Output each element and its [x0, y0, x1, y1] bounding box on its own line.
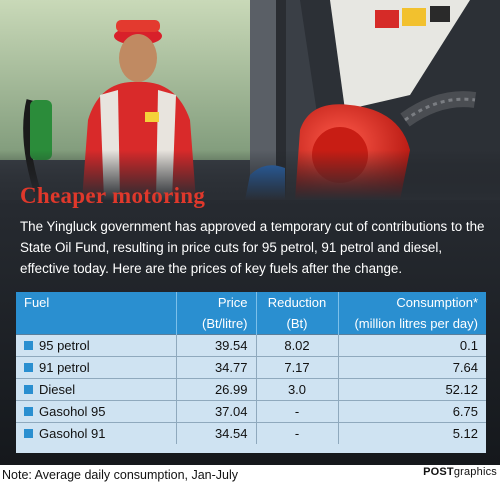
header-fuel-unit — [16, 313, 177, 335]
price-cell: 34.77 — [176, 356, 257, 379]
fuel-cell: Gasohol 95 — [16, 400, 177, 423]
table-row: Gasohol 95 37.04 - 6.75 — [16, 400, 486, 423]
intro-paragraph: The Yingluck government has approved a t… — [20, 219, 485, 276]
fuel-price-table: Fuel Price Reduction Consumption* (Bt/li… — [16, 292, 486, 453]
green-nozzle — [30, 100, 52, 160]
header-consumption-unit: (million litres per day) — [354, 316, 478, 331]
consumption-cell: 0.1 — [338, 334, 486, 357]
price-cell: 26.99 — [176, 378, 257, 401]
reduction-cell: - — [256, 422, 339, 444]
table-row: Diesel 26.99 3.0 52.12 — [16, 378, 486, 401]
square-bullet-icon — [24, 407, 33, 417]
reduction-cell: 3.0 — [256, 378, 339, 401]
table-row: 91 petrol 34.77 7.17 7.64 — [16, 356, 486, 379]
square-bullet-icon — [24, 363, 33, 373]
table-header-units-row: (Bt/litre) (Bt) (million litres per day) — [16, 313, 486, 335]
header-price-unit: (Bt/litre) — [176, 313, 257, 335]
credit-rest: graphics — [453, 466, 497, 478]
fuel-station-photo — [0, 0, 500, 200]
table-row: Gasohol 91 34.54 - 5.12 — [16, 422, 486, 444]
price-cell: 34.54 — [176, 422, 257, 444]
price-cell: 39.54 — [176, 334, 257, 357]
header-fuel: Fuel — [16, 292, 177, 313]
square-bullet-icon — [24, 429, 33, 439]
table-header-row: Fuel Price Reduction Consumption* — [16, 292, 486, 313]
fuel-cell: 95 petrol — [16, 334, 177, 357]
infographic-title: Cheaper motoring — [20, 183, 206, 208]
table-row: 95 petrol 39.54 8.02 0.1 — [16, 334, 486, 357]
reduction-cell: 8.02 — [256, 334, 339, 357]
header-consumption: Consumption* — [396, 295, 478, 310]
fuel-cell: 91 petrol — [16, 356, 177, 379]
reduction-cell: - — [256, 400, 339, 423]
fuel-cell: Gasohol 91 — [16, 422, 177, 444]
header-reduction: Reduction — [256, 292, 339, 313]
consumption-cell: 6.75 — [338, 400, 486, 423]
credit-logo: POSTgraphics — [423, 466, 497, 478]
infographic-panel: Cheaper motoring The Yingluck government… — [0, 0, 500, 465]
consumption-cell: 5.12 — [338, 422, 486, 444]
square-bullet-icon — [24, 341, 33, 351]
square-bullet-icon — [24, 385, 33, 395]
price-cell: 37.04 — [176, 400, 257, 423]
header-price: Price — [176, 292, 257, 313]
fuel-cell: Diesel — [16, 378, 177, 401]
consumption-cell: 52.12 — [338, 378, 486, 401]
header-reduction-unit: (Bt) — [256, 313, 339, 335]
consumption-cell: 7.64 — [338, 356, 486, 379]
reduction-cell: 7.17 — [256, 356, 339, 379]
footnote: Note: Average daily consumption, Jan-Jul… — [2, 468, 239, 482]
credit-bold: POST — [423, 466, 454, 478]
